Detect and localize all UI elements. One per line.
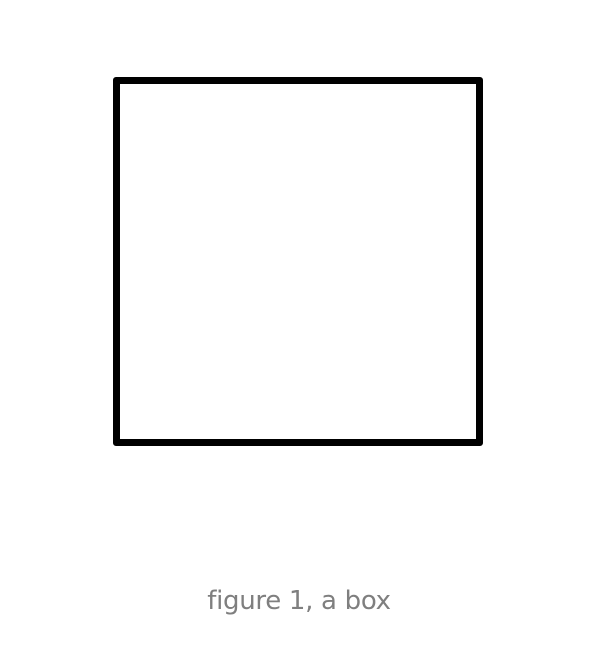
figure-caption: figure 1, a box [207, 586, 391, 616]
box-shape [113, 77, 483, 446]
